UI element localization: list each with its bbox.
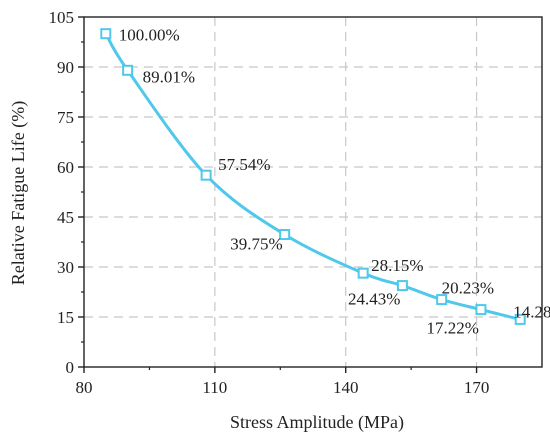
data-label-2: 57.54% bbox=[218, 155, 270, 174]
data-label-0: 100.00% bbox=[119, 26, 180, 45]
data-point-6 bbox=[436, 294, 448, 306]
data-point-3 bbox=[279, 229, 291, 240]
y-tick-label-75: 75 bbox=[57, 108, 74, 127]
x-tick-label-170: 170 bbox=[464, 378, 490, 397]
y-tick-label-105: 105 bbox=[49, 8, 75, 27]
data-label-6: 20.23% bbox=[442, 279, 494, 298]
x-tick-label-80: 80 bbox=[76, 378, 93, 397]
y-tick-label-90: 90 bbox=[57, 58, 74, 77]
data-point-2 bbox=[200, 169, 212, 181]
data-label-7: 17.22% bbox=[427, 319, 479, 338]
data-point-0 bbox=[100, 28, 112, 40]
y-tick-label-45: 45 bbox=[57, 208, 74, 227]
data-label-4: 28.15% bbox=[371, 256, 423, 275]
data-label-1: 89.01% bbox=[143, 67, 195, 86]
data-point-4 bbox=[357, 267, 369, 279]
data-label-3: 39.75% bbox=[230, 235, 282, 254]
x-tick-label-140: 140 bbox=[333, 378, 359, 397]
y-tick-label-15: 15 bbox=[57, 308, 74, 327]
y-tick-label-0: 0 bbox=[66, 358, 75, 377]
x-tick-label-110: 110 bbox=[202, 378, 227, 397]
data-point-5 bbox=[396, 280, 408, 292]
data-series bbox=[100, 28, 526, 325]
data-point-1 bbox=[122, 64, 134, 76]
data-point-8 bbox=[514, 313, 526, 325]
y-tick-label-30: 30 bbox=[57, 258, 74, 277]
y-tick-label-60: 60 bbox=[57, 158, 74, 177]
y-axis-label: Relative Fatigue Life (%) bbox=[8, 101, 29, 285]
y-axis-ticks: 0 15 30 45 60 75 90 105 bbox=[49, 8, 84, 377]
data-label-8: 14.28% bbox=[513, 302, 550, 321]
data-labels: 100.00% 89.01% 57.54% 39.75% 28.15% 24.43% 20.… bbox=[119, 26, 550, 338]
x-axis-ticks: 80 110 140 170 bbox=[76, 367, 490, 397]
series-line bbox=[104, 32, 521, 321]
data-label-5: 24.43% bbox=[348, 290, 400, 309]
data-point-7 bbox=[475, 304, 487, 316]
x-axis-label: Stress Amplitude (MPa) bbox=[230, 412, 404, 433]
